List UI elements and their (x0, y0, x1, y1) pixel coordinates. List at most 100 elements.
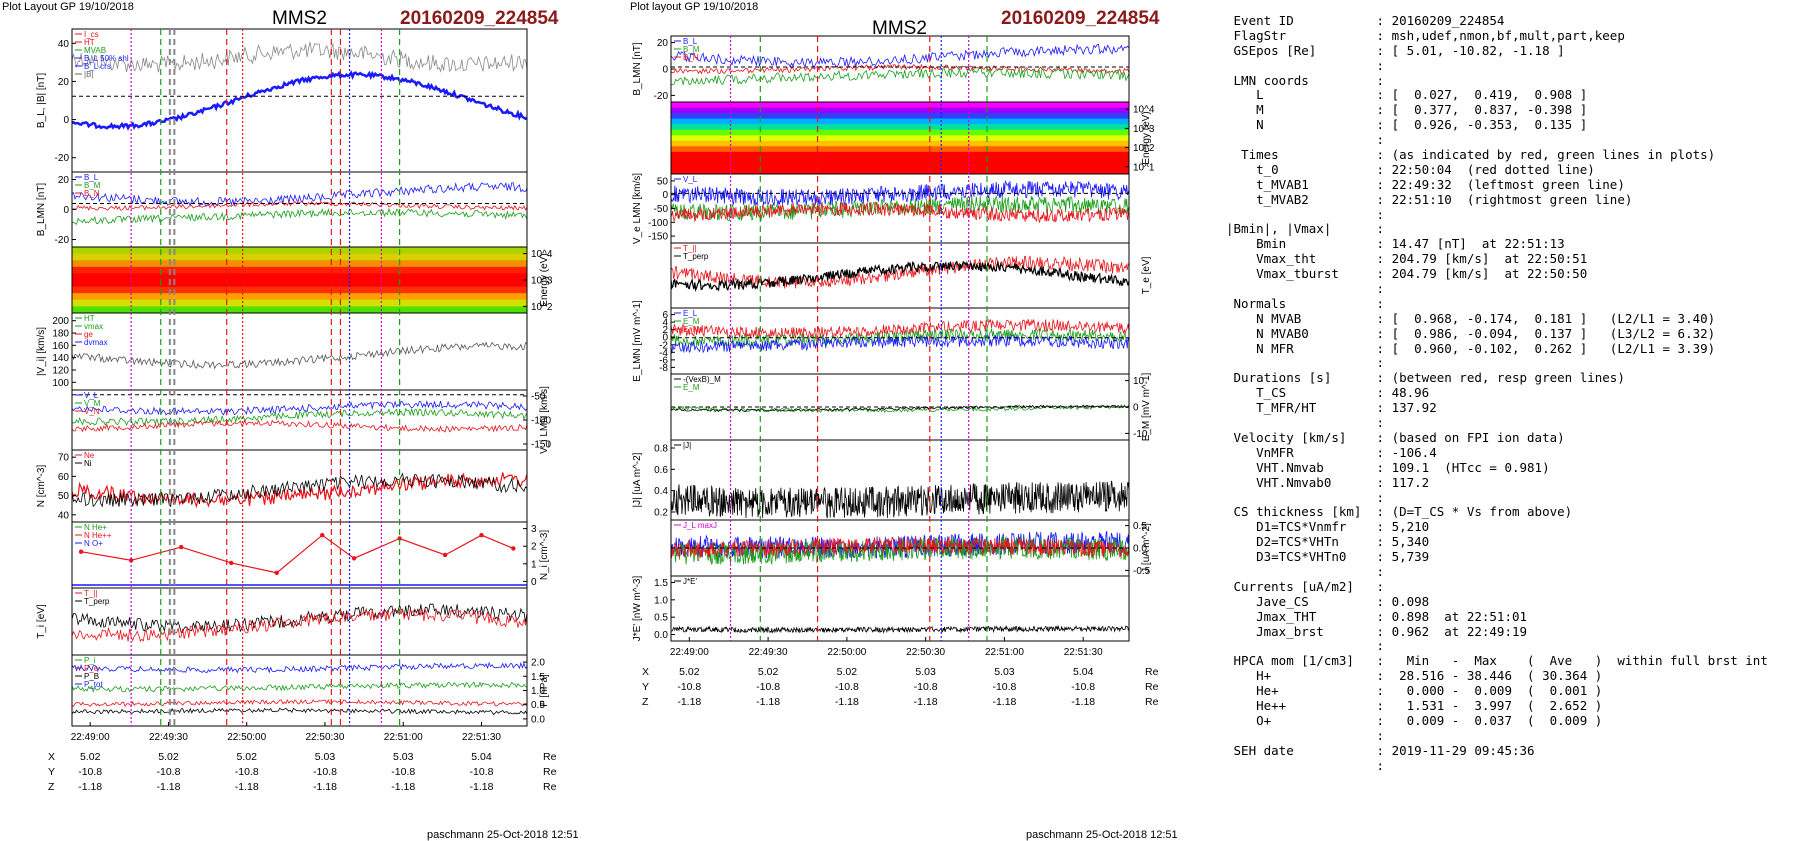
info-value: : (1376, 72, 1392, 88)
y-axis-label: V_i LMN [km/s] (539, 386, 550, 454)
spectrogram-band (72, 247, 527, 255)
info-row: : (1226, 281, 1768, 297)
legend-entry: B_N (84, 189, 100, 198)
he++-point (479, 533, 484, 538)
y-tick-label: 160 (52, 341, 69, 352)
series-p-0 (71, 661, 528, 674)
info-row: N MFR : [ 0.960, -0.102, 0.262 ] (L2/L1 … (1226, 341, 1768, 357)
y-tick-label: 1.5 (654, 578, 668, 589)
pos-value: -10.8 (78, 766, 102, 778)
info-key: GSEpos [Re] (1226, 42, 1377, 58)
info-value: : [ 0.027, 0.419, 0.908 ] (1376, 87, 1588, 103)
legend-entry: HT (84, 314, 95, 323)
y-tick-label: 50 (657, 176, 669, 187)
y-tick-label: -100 (648, 218, 668, 229)
series-blmn-0 (670, 43, 1130, 68)
pos-unit: Re (1145, 681, 1159, 693)
y-tick-label: 10^3 (531, 276, 553, 287)
info-row: : (1226, 415, 1768, 431)
series-je-0 (670, 624, 1130, 634)
info-value: : (1376, 57, 1392, 73)
pos-row-label: X (642, 666, 649, 678)
pos-value: -1.18 (992, 696, 1016, 708)
panel-j: 0.8 0.6 0.4 0.2 |J| [uA m^-2] |J| (632, 439, 1130, 521)
pos-value: -1.18 (756, 696, 780, 708)
info-key: D2=TCS*VHTn (1226, 534, 1377, 550)
y-axis-label: T_i [eV] (36, 604, 47, 639)
y-tick-label: 0 (662, 65, 668, 76)
info-value: : 22:49:32 (leftmost green line) (1376, 176, 1625, 192)
y-tick-label: 10^4 (531, 249, 553, 260)
info-key: N MVAB0 (1226, 325, 1377, 341)
series-ti-0 (71, 603, 528, 634)
info-value: : [ 5.01, -10.82, -1.18 ] (1376, 42, 1565, 58)
spectrogram-band (671, 113, 1129, 120)
panel-velmn: 50 0 -50 -100 -150 V_e LMN [km/s] V_L (632, 173, 1130, 244)
he++-point (442, 552, 448, 558)
info-row: VnMFR : -106.4 (1226, 444, 1768, 461)
legend-entry: J*E' (683, 577, 697, 586)
y-tick-label: 0.8 (654, 444, 668, 455)
legend-entry: E_M (683, 383, 700, 392)
x-tick-label: 22:50:00 (827, 647, 866, 658)
info-value: : 117.2 (1376, 474, 1430, 490)
left-spacecraft-title: MMS2 (272, 8, 327, 29)
info-value: : (1376, 295, 1392, 311)
series-jlmn-1 (670, 535, 1130, 565)
info-row: Vmax_tht : 204.79 [km/s] at 22:50:51 (1226, 251, 1768, 267)
info-value: : (1376, 221, 1392, 237)
info-value: : (1376, 489, 1392, 505)
pos-value: -1.18 (835, 696, 859, 708)
y-tick-label: 1.0 (531, 686, 545, 697)
middle-footer: paschmann 25-Oct-2018 12:51 (1026, 829, 1178, 841)
y-tick-label: 120 (52, 365, 69, 376)
pos-row-label: Y (48, 766, 55, 778)
legend-entry: V_L (683, 175, 698, 184)
series-blmn-1 (71, 200, 528, 211)
y-axis-label: Energy (eV) (1141, 111, 1152, 164)
info-row: N MVAB : [ 0.968, -0.174, 0.181 ] (L2/L1… (1226, 311, 1768, 327)
y-tick-label: 0 (63, 205, 69, 216)
info-key: VnMFR (1226, 444, 1377, 460)
legend-entry: V_N (84, 407, 100, 416)
info-row: t_0 : 22:50:04 (red dotted line) (1226, 162, 1768, 178)
info-row: Jmax_brst : 0.962 at 22:49:19 (1226, 624, 1768, 640)
y-tick-label: 2.0 (531, 658, 545, 669)
pos-value: -10.8 (677, 681, 701, 693)
info-key: Velocity [km/s] (1226, 429, 1377, 445)
legend-entry: B_L (84, 173, 99, 182)
info-key: T_CS (1226, 385, 1377, 401)
pos-value: 5.03 (393, 751, 414, 763)
he++-point (78, 549, 84, 554)
legend-entry: J_L maxJ (683, 521, 717, 530)
pos-unit: Re (543, 781, 557, 793)
info-value: : [ 0.986, -0.094, 0.137 ] (L3/L2 = 6.32… (1376, 325, 1716, 341)
legend-entry: T_perp (683, 252, 709, 261)
info-value: : 0.098 (1376, 593, 1430, 609)
panel-frame (670, 575, 1130, 642)
info-row: GSEpos [Re] : [ 5.01, -10.82, -1.18 ] (1226, 42, 1768, 59)
legend-entry: V_L (84, 391, 99, 400)
pos-value: 5.02 (758, 666, 779, 678)
panel-frame (670, 35, 1130, 103)
y-axis-label: N_i [cm^-3] (539, 530, 550, 580)
legend-entry: -(VexB)_M (683, 375, 721, 384)
legend-entry: B_M (683, 45, 700, 54)
info-row: : (1226, 57, 1768, 74)
y-tick-label: 2 (662, 325, 668, 336)
info-row: He++ : 1.531 - 3.997 ( 2.652 ) (1226, 698, 1768, 714)
info-value: : 5,739 (1376, 549, 1430, 565)
left-event-title: 20160209_224854 (400, 8, 559, 29)
pos-value: 5.03 (915, 666, 936, 678)
legend-entry: N He++ (84, 531, 112, 540)
info-value: : (1376, 355, 1392, 371)
pos-value: -10.8 (835, 681, 859, 693)
y-tick-label: 20 (58, 175, 70, 186)
info-row: : (1226, 356, 1768, 371)
info-key: Times (1226, 147, 1377, 163)
legend-entry: MVAB (84, 46, 106, 55)
info-row: H+ : 28.516 - 38.446 ( 30.364 ) (1226, 668, 1768, 684)
info-row: t_MVAB1 : 22:49:32 (leftmost green line) (1226, 176, 1768, 193)
x-tick-label: 22:51:00 (985, 647, 1024, 658)
